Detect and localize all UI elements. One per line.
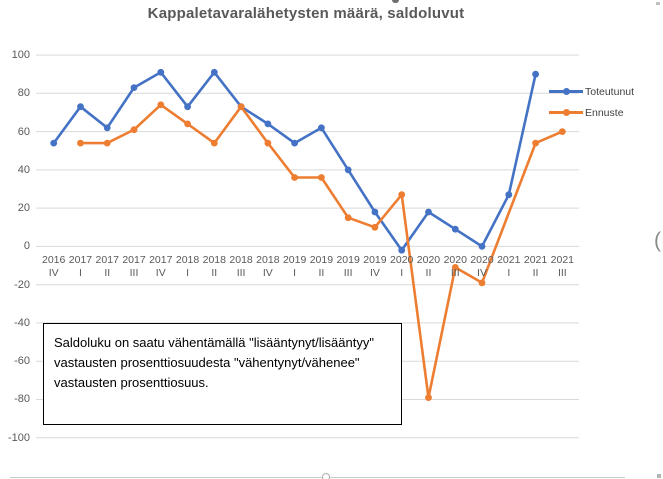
data-point-toteutunut [103,124,111,132]
y-tick-label: 0 [23,240,30,253]
y-tick-label: -60 [14,355,30,368]
y-tick-label: -40 [14,316,30,329]
legend: Toteutunut Ennuste [549,81,634,123]
y-tick-label: 100 [11,49,30,62]
x-tick-label: 2018 I [175,254,200,279]
crop-artifact-bottom-right-mark [657,474,661,478]
crop-artifact-top-text-sliver [392,0,399,3]
data-point-toteutunut [451,225,459,233]
chart-title: Kappaletavaralähetysten määrä, saldoluvu… [147,5,465,22]
x-tick-label: 2020 II [416,254,441,279]
crop-artifact-bottom-line [10,477,625,478]
x-tick-label: 2019 I [282,254,307,279]
y-tick-label: -100 [7,431,30,444]
data-point-toteutunut [371,208,379,216]
y-tick-label: 60 [17,125,30,138]
legend-item-toteutunut: Toteutunut [549,81,634,102]
data-point-toteutunut [77,103,84,111]
data-point-toteutunut [505,191,513,199]
x-tick-label: 2019 II [309,254,334,279]
annotation-text-box: Saldoluku on saatu vähentämällä "lisäänt… [43,323,402,425]
crop-artifact-bottom-circle [322,473,330,479]
series-line-ennuste [79,103,564,399]
x-tick-label: 2018 II [202,254,226,279]
legend-label: Toteutunut [585,85,635,98]
data-point-ennuste [425,394,432,401]
x-tick-label: 2020 IV [470,254,494,279]
x-tick-label: 2016 IV [42,254,66,279]
x-tick-label: 2021 III [550,254,574,279]
data-point-ennuste [103,139,111,147]
data-point-toteutunut [264,120,272,128]
data-point-ennuste [130,126,138,134]
data-point-ennuste [398,191,406,199]
legend-line-marker-icon [549,88,583,96]
y-tick-label: 20 [17,202,30,215]
x-tick-label: 2018 IV [256,254,280,279]
x-tick-label: 2017 II [95,254,119,279]
y-tick-label: 80 [17,87,30,100]
data-point-ennuste [264,139,272,147]
x-tick-label: 2019 IV [363,254,387,279]
x-tick-label: 2019 III [336,254,360,279]
data-point-ennuste [344,214,352,222]
data-point-ennuste [157,101,165,109]
data-point-ennuste [318,174,325,181]
x-tick-label: 2017 III [122,254,146,279]
y-tick-label: 40 [17,163,30,176]
data-point-ennuste [558,128,566,136]
legend-line-marker-icon [549,109,583,117]
data-point-ennuste [184,120,192,128]
data-point-ennuste [478,279,486,287]
x-tick-label: 2021 I [497,254,521,279]
x-tick-label: 2021 II [523,254,548,279]
data-point-ennuste [532,139,539,147]
data-point-toteutunut [532,70,539,78]
data-point-toteutunut [425,208,432,216]
data-point-toteutunut [291,139,298,147]
x-tick-label: 2020 III [443,254,467,279]
y-tick-label: -80 [14,393,30,406]
data-point-toteutunut [478,243,486,250]
series-line-toteutunut [52,71,537,252]
data-point-toteutunut [50,139,58,147]
x-tick-label: 2018 III [229,254,253,279]
crop-artifact-right-glyph: ( [654,229,661,252]
data-point-toteutunut [184,103,192,111]
crop-artifact-top-right-mark [656,2,660,5]
legend-dot-icon [562,88,570,96]
data-point-ennuste [291,174,298,181]
data-point-toteutunut [157,68,165,76]
legend-item-ennuste: Ennuste [549,102,634,123]
data-point-ennuste [77,139,84,147]
x-tick-label: 2017 I [68,254,93,279]
y-tick-label: -20 [14,278,30,291]
data-point-ennuste [451,264,459,271]
data-point-ennuste [237,103,245,111]
data-point-toteutunut [318,124,325,132]
data-point-toteutunut [210,68,218,76]
data-point-toteutunut [130,84,138,91]
data-point-ennuste [210,139,218,147]
x-tick-label: 2017 IV [149,254,173,279]
x-tick-label: 2020 I [390,254,414,279]
data-point-toteutunut [344,166,352,174]
legend-label: Ennuste [585,106,624,119]
legend-dot-icon [562,109,570,117]
data-point-toteutunut [398,246,406,254]
data-point-ennuste [371,223,379,231]
